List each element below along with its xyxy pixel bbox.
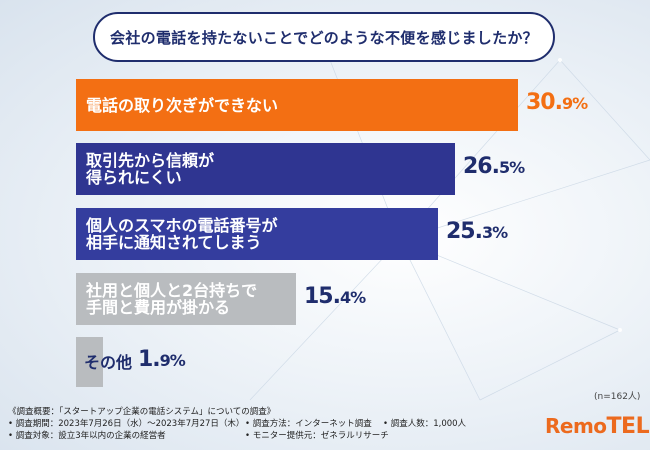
value-int: 15. — [304, 284, 341, 309]
value-dec: 4% — [339, 288, 366, 307]
sample-size-note: (n=162人) — [594, 392, 641, 402]
value-int: 25. — [446, 219, 483, 244]
bar-label-line: 相手に通知されてしまう — [86, 233, 262, 252]
question-box: 会社の電話を持たないことでどのような不便を感じましたか？ — [93, 12, 555, 62]
survey-count: • 調査人数：1,000人 — [383, 419, 467, 429]
bar-1: 電話の取り次ぎができない — [76, 79, 518, 131]
value-label-3: 25. 3% — [446, 219, 508, 244]
survey-overview: 《調査概要：「スタートアップ企業の電話システム」についての調査》 — [8, 407, 276, 417]
value-label-4: 15. 4% — [304, 284, 366, 309]
bar-label-line: その他 — [84, 352, 133, 372]
survey-method: • 調査方法：インターネット調査 — [245, 419, 372, 429]
survey-target: • 調査対象：設立3年以内の企業の経営者 — [8, 431, 166, 441]
value-label-2: 26. 5% — [463, 154, 525, 179]
bar-label-line: 取引先から信頼が — [86, 151, 215, 170]
bar-5: その他 — [76, 337, 132, 387]
value-label-5: 1. 9% — [138, 347, 186, 372]
bar-3: 個人のスマホの電話番号が 相手に通知されてしまう — [76, 208, 438, 260]
bar-label-line: 手間と費用が掛かる — [86, 298, 231, 317]
value-int: 26. — [463, 154, 500, 179]
bar-label-2: 取引先から信頼が 得られにくい — [86, 152, 214, 186]
value-label-1: 30. 9% — [526, 90, 588, 115]
logo-part1: Remo — [545, 414, 607, 438]
survey-period: • 調査期間：2023年7月26日（水）〜2023年7月27日（木） — [8, 419, 245, 429]
bar-label-line: 社用と個人と2台持ちで — [86, 281, 258, 300]
bar-label-3: 個人のスマホの電話番号が 相手に通知されてしまう — [86, 217, 278, 251]
bar-label-line: 個人のスマホの電話番号が — [86, 216, 278, 235]
value-dec: 9% — [159, 351, 186, 370]
value-int: 1. — [138, 347, 161, 372]
bar-4: 社用と個人と2台持ちで 手間と費用が掛かる — [76, 273, 296, 325]
bar-label-line: 得られにくい — [86, 168, 182, 187]
survey-provider: • モニター提供元：ゼネラルリサーチ — [245, 431, 389, 441]
value-int: 30. — [526, 90, 563, 115]
bar-label-5: その他 — [84, 354, 132, 371]
bar-2: 取引先から信頼が 得られにくい — [76, 143, 455, 195]
value-dec: 5% — [498, 158, 525, 177]
remotel-logo: RemoTEL — [545, 414, 650, 439]
bar-label-4: 社用と個人と2台持ちで 手間と費用が掛かる — [86, 282, 257, 316]
bar-label-1: 電話の取り次ぎができない — [86, 97, 278, 114]
value-dec: 9% — [561, 94, 588, 113]
value-dec: 3% — [481, 223, 508, 242]
question-text: 会社の電話を持たないことでどのような不便を感じましたか？ — [110, 28, 538, 47]
logo-part2: TEL — [606, 414, 650, 439]
bar-label-line: 電話の取り次ぎができない — [86, 95, 279, 115]
